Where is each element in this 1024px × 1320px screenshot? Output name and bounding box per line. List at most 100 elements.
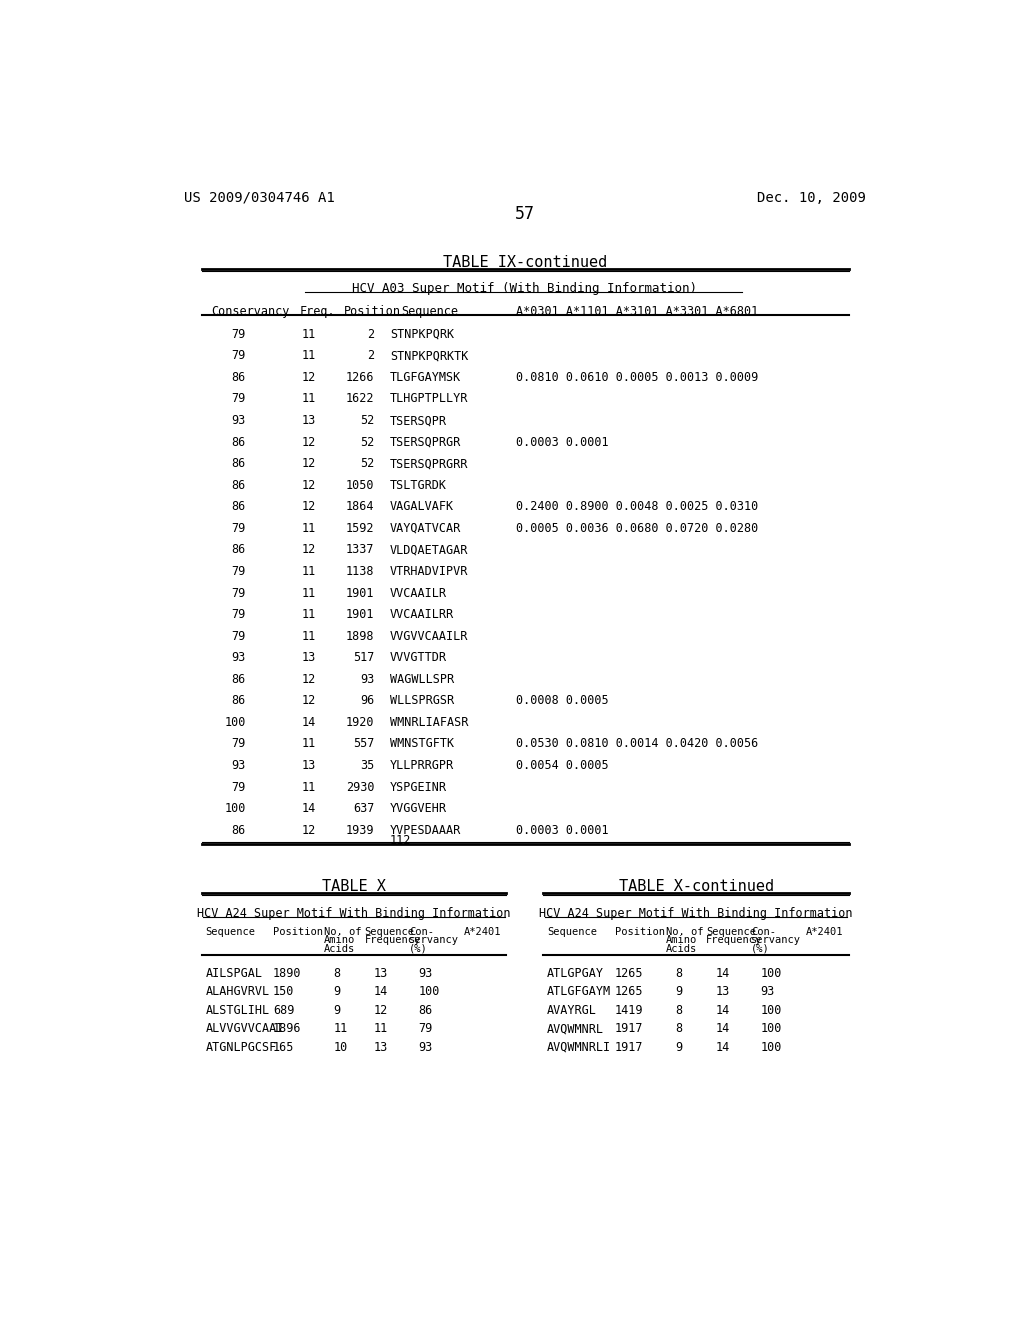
Text: 11: 11 [301,630,315,643]
Text: ALVVGVVCAAI: ALVVGVVCAAI [206,1022,284,1035]
Text: 14: 14 [716,1003,730,1016]
Text: Freq.: Freq. [300,305,336,318]
Text: Amino: Amino [666,936,697,945]
Text: 12: 12 [301,371,315,384]
Text: 86: 86 [419,1003,433,1016]
Text: 1419: 1419 [614,1003,643,1016]
Text: 2: 2 [368,327,375,341]
Text: STNPKPQRK: STNPKPQRK [390,327,454,341]
Text: 1266: 1266 [346,371,375,384]
Text: 11: 11 [301,392,315,405]
Text: 79: 79 [231,586,246,599]
Text: A*2401: A*2401 [805,927,843,937]
Text: STNPKPQRKTK: STNPKPQRKTK [390,350,468,363]
Text: TSERSQPRGRR: TSERSQPRGRR [390,457,468,470]
Text: 14: 14 [374,985,388,998]
Text: 86: 86 [231,371,246,384]
Text: ATLGPGAY: ATLGPGAY [547,966,604,979]
Text: 93: 93 [231,651,246,664]
Text: Sequence: Sequence [400,305,458,318]
Text: 2: 2 [368,350,375,363]
Text: (%): (%) [751,944,770,954]
Text: 11: 11 [301,327,315,341]
Text: 9: 9 [675,1040,682,1053]
Text: Sequence: Sequence [365,927,415,937]
Text: 0.0003 0.0001: 0.0003 0.0001 [515,436,608,449]
Text: VVCAAILRR: VVCAAILRR [390,609,454,622]
Text: TSERSQPRGR: TSERSQPRGR [390,436,461,449]
Text: AVQWMNRL: AVQWMNRL [547,1022,604,1035]
Text: 93: 93 [419,1040,433,1053]
Text: ALAHGVRVL: ALAHGVRVL [206,985,269,998]
Text: 2930: 2930 [346,780,375,793]
Text: 12: 12 [301,673,315,686]
Text: TSERSQPR: TSERSQPR [390,414,446,428]
Text: 100: 100 [761,1040,781,1053]
Text: 11: 11 [301,350,315,363]
Text: 52: 52 [360,457,375,470]
Text: 12: 12 [301,544,315,557]
Text: TLGFGAYMSK: TLGFGAYMSK [390,371,461,384]
Text: Con-: Con- [751,927,776,937]
Text: TABLE IX-continued: TABLE IX-continued [442,255,607,269]
Text: ATGNLPGCSF: ATGNLPGCSF [206,1040,276,1053]
Text: VVCAAILR: VVCAAILR [390,586,446,599]
Text: 93: 93 [419,966,433,979]
Text: 14: 14 [716,1022,730,1035]
Text: 14: 14 [716,966,730,979]
Text: 1265: 1265 [614,966,643,979]
Text: 79: 79 [231,392,246,405]
Text: 1890: 1890 [273,966,301,979]
Text: 57: 57 [515,205,535,223]
Text: 79: 79 [231,630,246,643]
Text: 11: 11 [301,521,315,535]
Text: 11: 11 [374,1022,388,1035]
Text: 86: 86 [231,673,246,686]
Text: 11: 11 [301,738,315,751]
Text: 1265: 1265 [614,985,643,998]
Text: VTRHADVIPVR: VTRHADVIPVR [390,565,468,578]
Text: Sequence: Sequence [206,927,256,937]
Text: HCV A24 Super Motif With Binding Information: HCV A24 Super Motif With Binding Informa… [540,907,853,920]
Text: 14: 14 [301,715,315,729]
Text: A*2401: A*2401 [464,927,501,937]
Text: 12: 12 [301,824,315,837]
Text: Position: Position [343,305,400,318]
Text: 10: 10 [334,1040,347,1053]
Text: 11: 11 [301,609,315,622]
Text: 1864: 1864 [346,500,375,513]
Text: A*0301 A*1101 A*3101 A*3301 A*6801: A*0301 A*1101 A*3101 A*3301 A*6801 [515,305,758,318]
Text: Frequency: Frequency [365,936,421,945]
Text: 8: 8 [675,966,682,979]
Text: Position: Position [614,927,665,937]
Text: 100: 100 [419,985,440,998]
Text: 79: 79 [231,780,246,793]
Text: 14: 14 [716,1040,730,1053]
Text: 11: 11 [301,586,315,599]
Text: 8: 8 [675,1003,682,1016]
Text: 9: 9 [334,1003,341,1016]
Text: 86: 86 [231,824,246,837]
Text: Conservancy: Conservancy [212,305,290,318]
Text: 79: 79 [231,565,246,578]
Text: TABLE X-continued: TABLE X-continued [618,879,774,894]
Text: 13: 13 [374,1040,388,1053]
Text: 12: 12 [301,457,315,470]
Text: Frequency: Frequency [707,936,763,945]
Text: YLLPRRGPR: YLLPRRGPR [390,759,454,772]
Text: No. of: No. of [324,927,361,937]
Text: 557: 557 [353,738,375,751]
Text: No. of: No. of [666,927,703,937]
Text: Acids: Acids [666,944,697,954]
Text: 96: 96 [360,694,375,708]
Text: 12: 12 [374,1003,388,1016]
Text: VAGALVAFK: VAGALVAFK [390,500,454,513]
Text: WMNSTGFTK: WMNSTGFTK [390,738,454,751]
Text: 9: 9 [675,985,682,998]
Text: 86: 86 [231,544,246,557]
Text: 0.0054 0.0005: 0.0054 0.0005 [515,759,608,772]
Text: 100: 100 [224,803,246,816]
Text: 35: 35 [360,759,375,772]
Text: 93: 93 [231,414,246,428]
Text: WLLSPRGSR: WLLSPRGSR [390,694,454,708]
